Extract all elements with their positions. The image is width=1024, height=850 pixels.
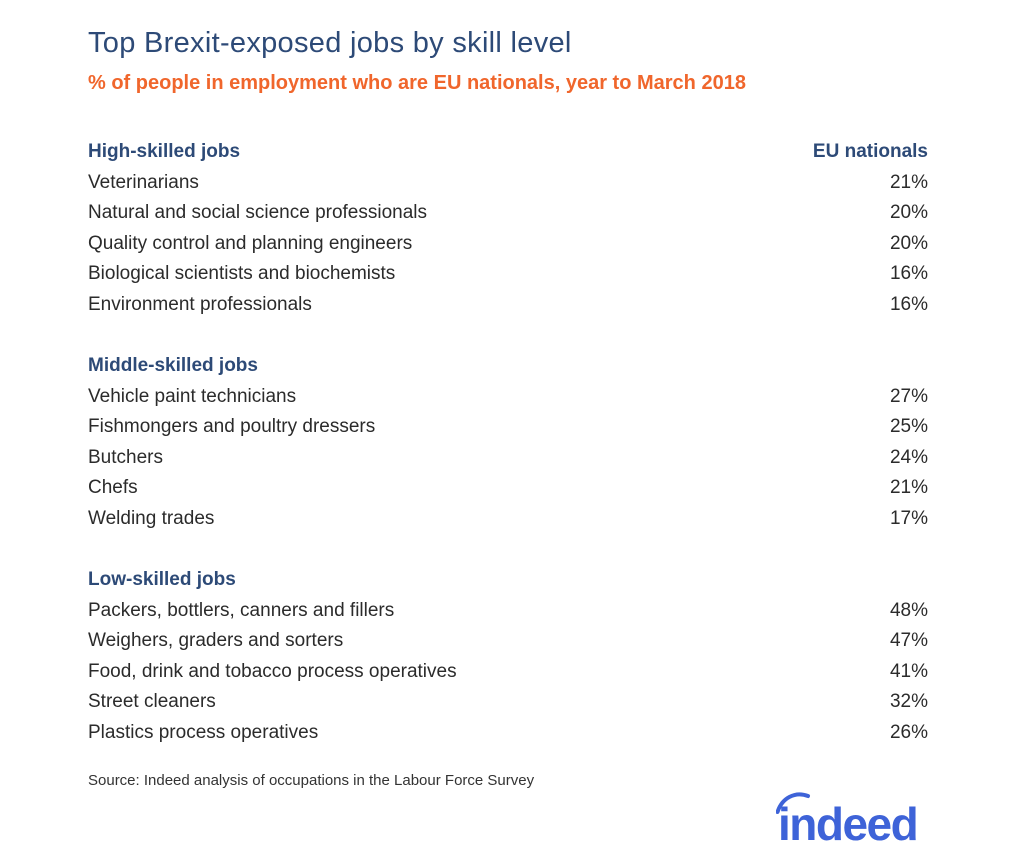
job-label: Veterinarians [88,171,199,193]
table-row: Vehicle paint technicians 27% [88,382,928,413]
job-label: Food, drink and tobacco process operativ… [88,660,457,682]
job-value: 41% [889,660,928,682]
section-header-label: Low-skilled jobs [88,569,236,591]
logo-swoosh-icon [776,792,810,814]
table-row: Welding trades 17% [88,504,928,535]
job-value: 17% [889,507,928,529]
job-label: Weighers, graders and sorters [88,630,344,652]
job-value: 20% [889,232,928,254]
table-row: Environment professionals 16% [88,290,928,321]
source-note: Source: Indeed analysis of occupations i… [88,772,535,789]
job-value: 16% [889,293,928,315]
table-row: Weighers, graders and sorters 47% [88,626,928,657]
logo-row: indeed [88,790,928,848]
job-value: 48% [889,599,928,621]
table-row: Street cleaners 32% [88,687,928,718]
section-middle-skilled: Middle-skilled jobs Vehicle paint techni… [88,351,928,534]
job-value: 20% [889,202,928,224]
job-label: Street cleaners [88,691,216,713]
section-header-row: Low-skilled jobs [88,565,928,596]
job-label: Natural and social science professionals [88,202,428,224]
job-value: 25% [889,416,928,438]
logo-wordmark: indeed [778,798,917,848]
section-header-label: High-skilled jobs [88,141,241,163]
table-row: Plastics process operatives 26% [88,718,928,749]
table-row: Chefs 21% [88,473,928,504]
indeed-logo: indeed [776,792,919,848]
section-header-label: Middle-skilled jobs [88,355,258,377]
table-row: Natural and social science professionals… [88,198,928,229]
table-row: Quality control and planning engineers 2… [88,229,928,260]
job-label: Chefs [88,477,138,499]
section-high-skilled: High-skilled jobs EU nationals Veterinar… [88,137,928,320]
job-value: 24% [889,446,928,468]
section-low-skilled: Low-skilled jobs Packers, bottlers, cann… [88,565,928,748]
job-label: Biological scientists and biochemists [88,263,396,285]
job-label: Fishmongers and poultry dressers [88,416,376,438]
job-value: 47% [889,630,928,652]
page-title: Top Brexit-exposed jobs by skill level [88,27,572,59]
job-label: Vehicle paint technicians [88,385,297,407]
job-value: 26% [889,721,928,743]
job-value: 16% [889,263,928,285]
page-subtitle: % of people in employment who are EU nat… [88,72,746,94]
job-label: Plastics process operatives [88,721,319,743]
job-label: Butchers [88,446,163,468]
section-header-row: Middle-skilled jobs [88,351,928,382]
table-row: Veterinarians 21% [88,168,928,199]
job-label: Welding trades [88,507,215,529]
job-value: 21% [889,477,928,499]
job-label: Quality control and planning engineers [88,232,413,254]
value-column-header: EU nationals [812,141,928,163]
job-value: 27% [889,385,928,407]
job-value: 32% [889,691,928,713]
job-label: Packers, bottlers, canners and fillers [88,599,395,621]
table-row: Food, drink and tobacco process operativ… [88,657,928,688]
job-value: 21% [889,171,928,193]
table-row: Butchers 24% [88,443,928,474]
section-header-row: High-skilled jobs EU nationals [88,137,928,168]
job-label: Environment professionals [88,293,312,315]
table-row: Packers, bottlers, canners and fillers 4… [88,596,928,627]
table-row: Fishmongers and poultry dressers 25% [88,412,928,443]
table-row: Biological scientists and biochemists 16… [88,259,928,290]
